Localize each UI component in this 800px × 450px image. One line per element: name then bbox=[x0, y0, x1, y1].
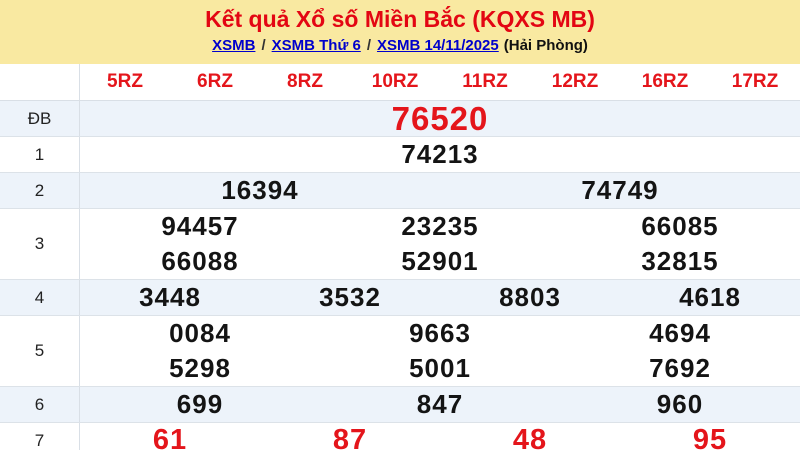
prize-value: 8803 bbox=[499, 282, 561, 312]
prize-row-label: 2 bbox=[0, 173, 80, 208]
prize-value: 699 bbox=[176, 389, 224, 419]
page-title: Kết quả Xổ số Miền Bắc (KQXS MB) bbox=[205, 6, 595, 32]
prize-line: 76520 bbox=[80, 99, 800, 137]
breadcrumb-region: (Hải Phòng) bbox=[503, 37, 588, 54]
prize-value: 66088 bbox=[161, 246, 239, 276]
breadcrumb-link-xsmb-thu6[interactable]: XSMB Thứ 6 bbox=[271, 37, 361, 54]
prize-value: 4694 bbox=[649, 318, 711, 348]
prize-row-values: 76520 bbox=[80, 99, 800, 137]
prize-value: 76520 bbox=[391, 99, 489, 137]
prize-value: 3448 bbox=[139, 282, 201, 312]
breadcrumb-link-xsmb-date[interactable]: XSMB 14/11/2025 bbox=[376, 37, 499, 54]
column-header-8rz: 8RZ bbox=[287, 71, 323, 92]
prize-row-values: 74213 bbox=[80, 137, 800, 172]
prize-line: 74213 bbox=[80, 137, 800, 172]
prize-line: 3448 3532 8803 4618 bbox=[80, 280, 800, 315]
prize-row-values: 0084 9663 4694 5298 5001 7692 bbox=[80, 316, 800, 386]
column-header-17rz: 17RZ bbox=[731, 71, 779, 92]
prize-value: 48 bbox=[512, 424, 548, 450]
prize-row-label: ĐB bbox=[0, 101, 80, 136]
prize-value: 87 bbox=[332, 424, 368, 450]
prize-value: 7692 bbox=[649, 353, 711, 383]
breadcrumb-separator: / bbox=[366, 37, 371, 54]
prize-row-label: 7 bbox=[0, 423, 80, 450]
prize-line: 699 847 960 bbox=[80, 387, 800, 422]
prize-row-label: 3 bbox=[0, 209, 80, 279]
results-table-header-row: 5RZ 6RZ 8RZ 10RZ 11RZ 12RZ 16RZ 17RZ bbox=[0, 64, 800, 101]
prize-row-values: 699 847 960 bbox=[80, 387, 800, 422]
column-header-11rz: 11RZ bbox=[462, 71, 508, 92]
prize-line: 16394 74749 bbox=[80, 173, 800, 208]
prize-value: 5298 bbox=[169, 353, 231, 383]
prize-value: 16394 bbox=[221, 175, 299, 205]
prize-value: 0084 bbox=[169, 318, 231, 348]
prize-value: 960 bbox=[656, 389, 704, 419]
column-header-16rz: 16RZ bbox=[641, 71, 689, 92]
prize-row: 4 3448 3532 8803 4618 bbox=[0, 279, 800, 315]
column-header-12rz: 12RZ bbox=[551, 71, 599, 92]
breadcrumb-separator: / bbox=[261, 37, 266, 54]
prize-row: ĐB 76520 bbox=[0, 99, 800, 137]
results-table-body: ĐB 76520 1 74213 2 16394 74749 3 94457 23235 66085… bbox=[0, 99, 800, 450]
prize-value: 74213 bbox=[401, 139, 479, 169]
prize-row-values: 3448 3532 8803 4618 bbox=[80, 280, 800, 315]
prize-value: 94457 bbox=[161, 211, 239, 241]
breadcrumb: XSMB / XSMB Thứ 6 / XSMB 14/11/2025 (Hải Phòn… bbox=[0, 37, 800, 54]
prize-value: 3532 bbox=[319, 282, 381, 312]
prize-value: 32815 bbox=[641, 246, 719, 276]
prize-row: 5 0084 9663 4694 5298 5001 7692 bbox=[0, 315, 800, 386]
prize-row: 7 61 87 48 95 bbox=[0, 422, 800, 450]
prize-value: 23235 bbox=[401, 211, 479, 241]
prize-row-values: 94457 23235 66085 66088 52901 32815 bbox=[80, 209, 800, 279]
prize-line: 61 87 48 95 bbox=[80, 423, 800, 450]
prize-value: 5001 bbox=[409, 353, 471, 383]
prize-value: 61 bbox=[152, 424, 188, 450]
column-header-10rz: 10RZ bbox=[371, 71, 419, 92]
page-header: Kết quả Xổ số Miền Bắc (KQXS MB) XSMB / XS… bbox=[0, 0, 800, 64]
prize-row-label: 1 bbox=[0, 137, 80, 172]
prize-line: 0084 9663 4694 bbox=[80, 316, 800, 351]
column-header-6rz: 6RZ bbox=[197, 71, 233, 92]
prize-row-label: 6 bbox=[0, 387, 80, 422]
prize-row: 6 699 847 960 bbox=[0, 386, 800, 422]
prize-value: 52901 bbox=[401, 246, 479, 276]
prize-value: 847 bbox=[416, 389, 464, 419]
prize-value: 95 bbox=[692, 424, 728, 450]
prize-row: 1 74213 bbox=[0, 136, 800, 172]
prize-row-label: 5 bbox=[0, 316, 80, 386]
prize-row-values: 61 87 48 95 bbox=[80, 423, 800, 450]
prize-row: 3 94457 23235 66085 66088 52901 32815 bbox=[0, 208, 800, 279]
prize-value: 74749 bbox=[581, 175, 659, 205]
row-label-column-spacer bbox=[0, 64, 80, 100]
prize-row-values: 16394 74749 bbox=[80, 173, 800, 208]
breadcrumb-link-xsmb[interactable]: XSMB bbox=[212, 37, 256, 54]
results-table: 5RZ 6RZ 8RZ 10RZ 11RZ 12RZ 16RZ 17RZ ĐB 76520 1 74… bbox=[0, 64, 800, 450]
column-header-5rz: 5RZ bbox=[107, 71, 143, 92]
prize-line: 94457 23235 66085 bbox=[80, 209, 800, 244]
prize-row: 2 16394 74749 bbox=[0, 172, 800, 208]
prize-line: 66088 52901 32815 bbox=[80, 244, 800, 279]
prize-value: 66085 bbox=[641, 211, 719, 241]
prize-line: 5298 5001 7692 bbox=[80, 351, 800, 386]
prize-row-label: 4 bbox=[0, 280, 80, 315]
prize-value: 9663 bbox=[409, 318, 471, 348]
prize-value: 4618 bbox=[679, 282, 741, 312]
